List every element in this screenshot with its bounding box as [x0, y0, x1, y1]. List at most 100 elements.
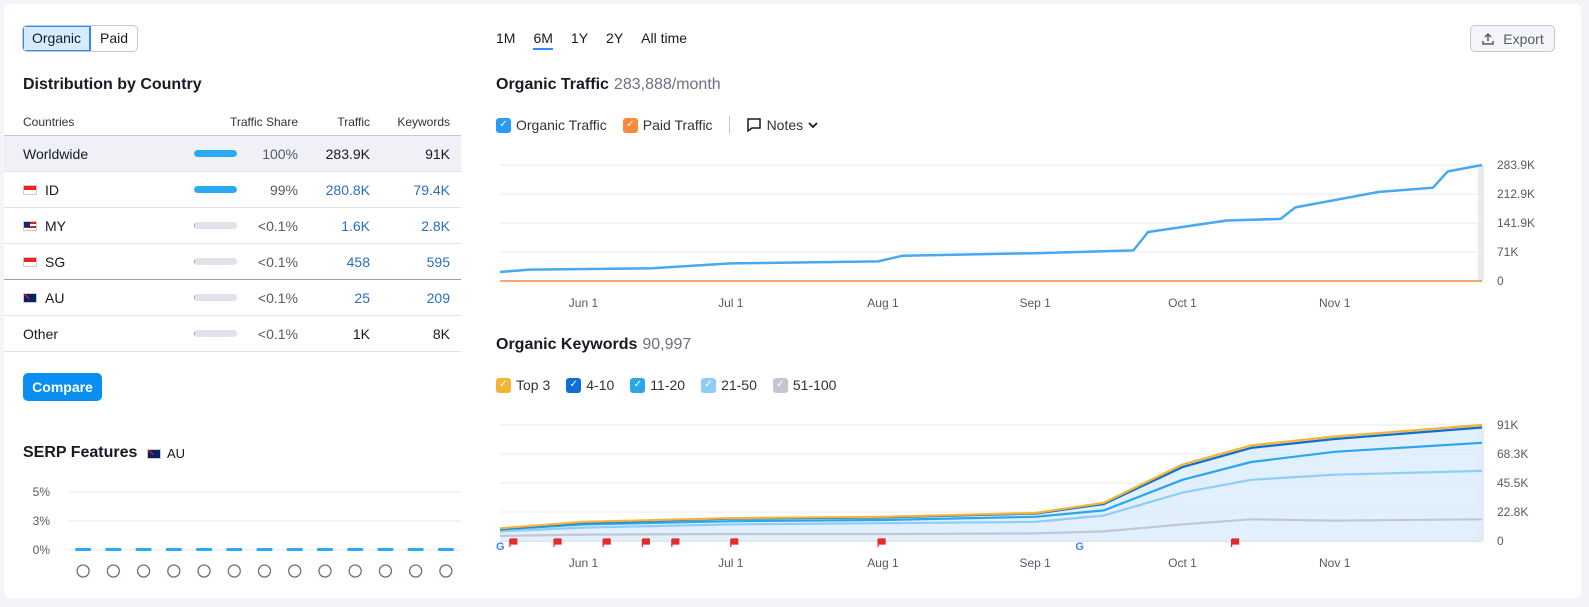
- country-cell: Worldwide: [4, 146, 174, 162]
- google-update-icon[interactable]: G: [1075, 541, 1084, 553]
- table-row[interactable]: ID 99% 280.8K 79.4K: [4, 172, 461, 208]
- period-6m[interactable]: 6M: [533, 30, 553, 50]
- organic-paid-toggle: Organic Paid: [22, 25, 139, 52]
- legend-51-100[interactable]: ✓ 51-100: [772, 377, 836, 393]
- serp-bar[interactable]: [407, 548, 424, 551]
- note-flag-icon[interactable]: [509, 538, 518, 547]
- organic-keywords-chart: 91K 68.3K 45.5K 22.8K 0 Jun 1 Jul 1 Aug 1 Sep 1 O…: [496, 418, 1528, 570]
- traffic-value[interactable]: 280.8K: [325, 181, 370, 198]
- serp-country: AU: [147, 446, 185, 461]
- y-tick-label: 91K: [1497, 418, 1518, 432]
- traffic-value[interactable]: 458: [346, 253, 370, 270]
- play-icon[interactable]: [257, 564, 272, 578]
- serp-bar[interactable]: [75, 548, 92, 551]
- keywords-value[interactable]: 79.4K: [413, 181, 450, 198]
- serp-bar[interactable]: [316, 548, 333, 551]
- traffic-value: 283.9K: [325, 145, 370, 162]
- table-row[interactable]: AU <0.1% 25 209: [4, 280, 461, 316]
- keywords-value[interactable]: 209: [426, 289, 450, 306]
- note-flag-icon[interactable]: [602, 538, 611, 547]
- period-all-time[interactable]: All time: [641, 30, 688, 46]
- organic-tab[interactable]: Organic: [23, 26, 92, 51]
- col-traffic-share[interactable]: Traffic Share: [229, 114, 298, 129]
- notes-dropdown[interactable]: Notes: [746, 117, 819, 133]
- serp-bar[interactable]: [165, 548, 182, 551]
- video-icon[interactable]: [288, 564, 302, 578]
- keywords-value: 91K: [425, 145, 450, 162]
- legend-4-10[interactable]: ✓ 4-10: [566, 377, 614, 393]
- serp-bar[interactable]: [196, 548, 213, 551]
- review-icon[interactable]: [409, 564, 423, 578]
- legend-21-50[interactable]: ✓ 21-50: [701, 377, 757, 393]
- table-row[interactable]: Other <0.1% 1K 8K: [4, 316, 461, 352]
- legend-11-20[interactable]: ✓ 11-20: [630, 377, 685, 393]
- serp-features-title: SERP Features: [23, 444, 138, 461]
- image-icon[interactable]: [348, 564, 362, 578]
- serp-bar[interactable]: [347, 548, 364, 551]
- traffic-chart-title: Organic Traffic 283,888/month: [496, 76, 721, 94]
- serp-bar[interactable]: [226, 548, 243, 551]
- col-keywords[interactable]: Keywords: [397, 114, 450, 129]
- serp-country-label: AU: [167, 446, 186, 461]
- google-update-icon[interactable]: G: [496, 541, 505, 553]
- traffic-legend: ✓ Organic Traffic ✓ Paid Traffic Notes: [496, 116, 818, 134]
- question-icon[interactable]: [439, 564, 453, 578]
- location-pin-icon[interactable]: [106, 564, 120, 578]
- link-icon[interactable]: [197, 564, 211, 578]
- traffic-value[interactable]: 25: [354, 289, 370, 306]
- note-flag-icon[interactable]: [641, 538, 650, 547]
- keywords-value[interactable]: 595: [426, 253, 450, 270]
- keywords-value[interactable]: 2.8K: [421, 217, 450, 234]
- legend-organic-traffic[interactable]: ✓ Organic Traffic: [496, 117, 607, 133]
- series-line-21-50[interactable]: [499, 469, 1483, 533]
- graduation-cap-icon[interactable]: [76, 564, 90, 578]
- col-traffic[interactable]: Traffic: [337, 114, 370, 129]
- traffic-share-bar: [194, 222, 237, 229]
- col-countries: Countries: [23, 114, 75, 129]
- distribution-title: Distribution by Country: [23, 76, 202, 93]
- country-cell: AU: [4, 290, 174, 306]
- scroll-handle[interactable]: [1478, 165, 1484, 281]
- legend-top-3[interactable]: ✓ Top 3: [496, 377, 550, 393]
- export-button[interactable]: Export: [1470, 25, 1555, 52]
- article-icon[interactable]: [136, 564, 151, 578]
- compare-button[interactable]: Compare: [23, 373, 102, 401]
- table-row[interactable]: Worldwide 100% 283.9K 91K: [4, 136, 461, 172]
- serp-bar[interactable]: [135, 548, 152, 551]
- paid-tab[interactable]: Paid: [100, 30, 129, 46]
- country-cell: ID: [4, 182, 174, 198]
- table-row[interactable]: MY <0.1% 1.6K 2.8K: [4, 208, 461, 244]
- x-tick-label: Jul 1: [718, 296, 744, 310]
- serp-bar[interactable]: [377, 548, 394, 551]
- traffic-value[interactable]: 1.6K: [341, 217, 370, 234]
- star-icon[interactable]: [227, 564, 241, 578]
- country-name: Other: [23, 325, 59, 342]
- x-tick-label: Oct 1: [1168, 556, 1197, 570]
- note-flag-icon[interactable]: [671, 538, 680, 547]
- series-line-top-3[interactable]: [499, 423, 1483, 530]
- table-row[interactable]: SG <0.1% 458 595: [4, 244, 461, 280]
- period-1m[interactable]: 1M: [496, 30, 516, 46]
- x-tick-label: Oct 1: [1168, 296, 1197, 310]
- keywords-value: 90,997: [642, 336, 692, 353]
- series-line-51-100[interactable]: [499, 518, 1483, 537]
- note-flag-icon[interactable]: [877, 538, 886, 547]
- note-flag-icon[interactable]: [1230, 538, 1240, 547]
- period-1y[interactable]: 1Y: [570, 30, 589, 46]
- legend-paid-traffic[interactable]: ✓ Paid Traffic: [622, 117, 713, 133]
- note-flag-icon[interactable]: [553, 538, 562, 547]
- serp-bar[interactable]: [105, 548, 122, 551]
- play-circle-icon[interactable]: [378, 564, 393, 578]
- serp-bar[interactable]: [286, 548, 303, 551]
- checkbox-icon: ✓: [622, 117, 638, 133]
- serp-bar[interactable]: [437, 548, 454, 551]
- series-line-organic-traffic[interactable]: [499, 163, 1483, 274]
- serp-bar[interactable]: [256, 548, 273, 551]
- share-bar-cell: [174, 222, 238, 229]
- country-name: Worldwide: [23, 145, 89, 162]
- crown-icon[interactable]: [318, 564, 332, 578]
- note-flag-icon[interactable]: [730, 538, 739, 547]
- image-gallery-icon[interactable]: [167, 564, 181, 578]
- period-2y[interactable]: 2Y: [606, 30, 624, 46]
- series-line-11-20[interactable]: [499, 441, 1483, 531]
